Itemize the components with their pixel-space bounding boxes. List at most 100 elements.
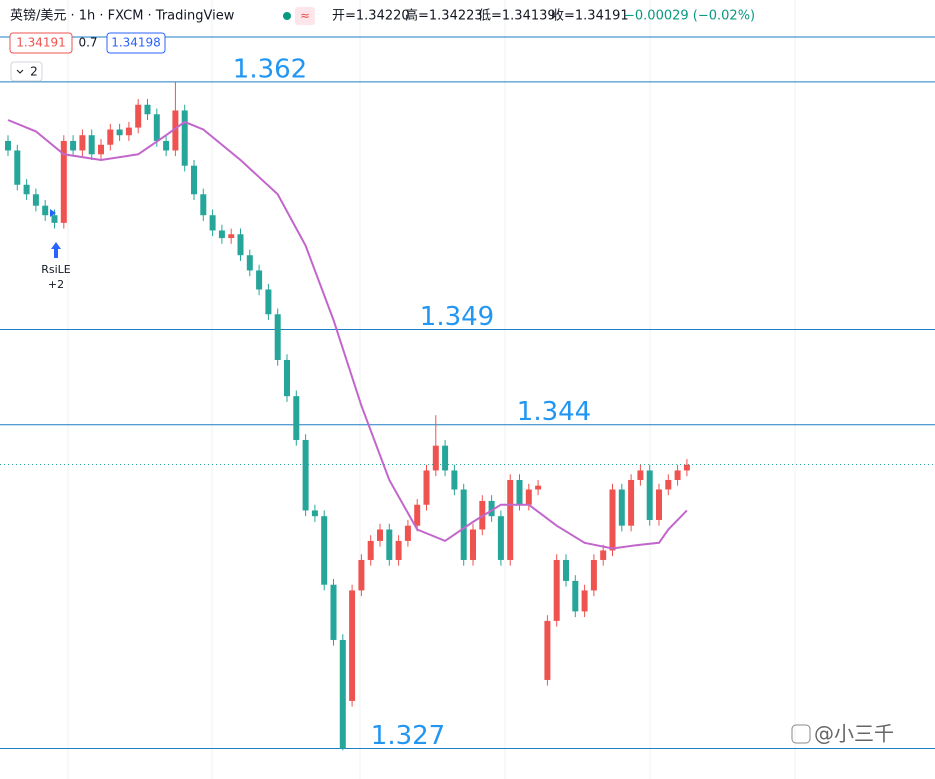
indicator-count: 2 [30,65,38,79]
signal-marker [50,209,56,217]
candle-body [60,140,67,223]
candle-body [70,140,77,151]
candle-body [665,479,672,490]
candle-body [572,580,579,612]
candle-body [367,540,374,560]
signal-count: +2 [48,278,64,291]
candle-body [5,140,11,151]
status-box [295,7,315,25]
candle-body [349,590,356,701]
candle-body [404,525,411,541]
signal: RsiLE +2 [41,209,71,291]
candle-body [330,584,337,640]
watermark: @小三千 [791,722,894,746]
candle-body [432,445,439,471]
candle-body [42,205,49,216]
bid-box[interactable] [9,32,73,54]
candle-body [497,516,504,560]
candle-body [442,445,449,471]
candle-body [395,540,402,560]
level-label: 1.349 [420,302,494,332]
candle-body [646,470,653,520]
ohlc-high: 高=1.34223 [405,8,483,24]
signal-arrow [51,242,61,258]
watermark-icon [791,724,811,744]
candle-body [51,215,58,223]
spread: 0.7 [78,36,97,50]
candle-body [637,470,644,480]
candle-body [590,559,597,591]
candle-body [274,314,281,360]
candle-body [321,516,328,585]
candle-body [116,129,123,136]
candle-body [181,110,188,166]
candle-body [200,194,207,216]
candle-body [98,144,104,155]
watermark-text: @小三千 [814,722,894,746]
level-label: 1.362 [233,54,307,84]
candle-body [451,470,458,490]
candle-body [516,479,523,505]
status-icon: ≈ [300,9,310,23]
bid: 1.34191 [16,36,66,50]
ask: 1.34198 [111,36,161,50]
candle-body [488,500,495,517]
candle-body [88,135,95,155]
candle-body [414,504,421,526]
candle-body [107,129,114,145]
candle-body [23,184,30,195]
candle-body [237,234,244,256]
candle-body [656,489,662,520]
candle-body [32,194,39,206]
ohlc-low: 低=1.34139 [478,9,556,24]
ohlc-open: 开=1.34220 [332,9,410,24]
candle-body [628,479,635,526]
candle-body [683,464,690,471]
ohlc-close: 收=1.34191 [551,9,629,24]
header: 英镑/美元 · 1h · FXCM · TradingView ≈ 开=1.34… [9,7,755,82]
status-dot [283,12,291,20]
signal-name: RsiLE [41,263,71,276]
chevron [16,69,24,74]
candle-body [525,489,532,505]
moving-average [7,119,688,550]
candle-body [618,489,625,526]
candle-body [163,140,170,151]
candle-body [609,489,616,551]
candle-body [600,550,607,560]
candle-body [423,470,430,505]
candle-body [386,529,393,560]
candle-body [14,150,21,185]
candle-body [172,110,179,151]
candle-body [674,470,681,480]
ohlc-change: −0.00029 (−0.02%) [624,9,755,24]
candle-body [256,270,263,290]
candle-body [358,559,365,591]
candle-body [265,289,272,315]
candle-body [125,127,132,136]
level-label: 1.344 [517,397,591,427]
candle-body [153,114,160,141]
indicators-toggle[interactable] [10,61,43,82]
candle-body [302,439,309,511]
candle-body [228,234,235,239]
candle-body [581,590,588,612]
level-label: 1.327 [371,721,445,751]
ask-box[interactable] [106,32,166,54]
candle-body [544,620,551,680]
candle-body [135,104,142,128]
candle-body [284,359,290,397]
candle-body [563,559,569,581]
candle-body [191,165,197,195]
candle-body [339,639,346,749]
candle-body [470,529,476,560]
candle-body [377,529,383,541]
candle-body [218,230,225,239]
candle-body [507,479,514,560]
candle-body [460,489,467,560]
candle-body [293,396,300,440]
candle-body [144,104,151,115]
candle-body [79,135,86,151]
symbol-title: 英镑/美元 · 1h · FXCM · TradingView [10,8,235,24]
